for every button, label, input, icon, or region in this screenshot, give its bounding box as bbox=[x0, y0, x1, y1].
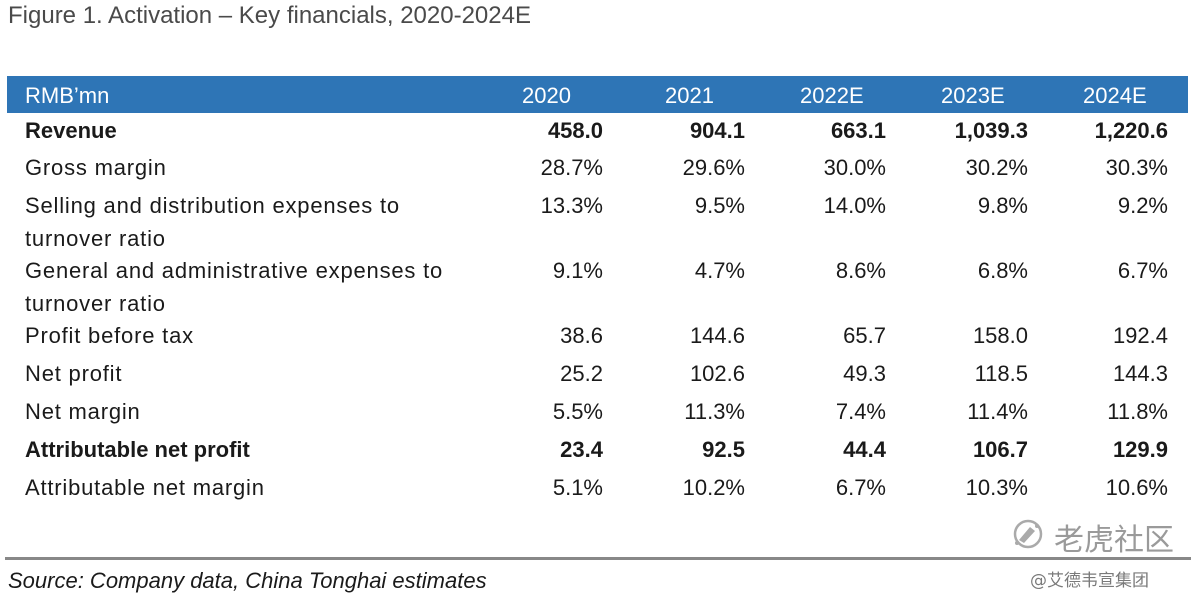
watermark-handle: @艾德韦宣集团 bbox=[1030, 571, 1149, 591]
cell-2021: 9.5% bbox=[694, 193, 745, 218]
column-header-2020: 2020 bbox=[522, 83, 571, 108]
row-label: General and administrative expenses to t… bbox=[25, 258, 444, 316]
cell-2024e: 10.6% bbox=[1105, 475, 1168, 500]
cell-2023e: 11.4% bbox=[967, 399, 1028, 424]
row-label: Gross margin bbox=[25, 155, 167, 180]
cell-2023e: 9.8% bbox=[977, 193, 1028, 218]
cell-2021: 29.6% bbox=[682, 155, 745, 180]
column-header-2023e: 2023E bbox=[941, 83, 1005, 108]
cell-2023e: 1,039.3 bbox=[954, 118, 1028, 143]
cell-2024e: 30.3% bbox=[1105, 155, 1168, 180]
cell-2021: 10.2% bbox=[682, 475, 745, 500]
cell-2022e: 49.3 bbox=[843, 361, 886, 386]
cell-2024e: 129.9 bbox=[1112, 437, 1168, 462]
cell-2020: 23.4 bbox=[560, 437, 603, 462]
cell-2024e: 1,220.6 bbox=[1094, 118, 1168, 143]
cell-2021: 11.3% bbox=[684, 399, 745, 424]
column-header-2022e: 2022E bbox=[800, 83, 864, 108]
cell-2020: 5.1% bbox=[552, 475, 603, 500]
cell-2020: 13.3% bbox=[540, 193, 603, 218]
watermark-brand: 老虎社区 bbox=[1054, 523, 1174, 558]
row-label: Revenue bbox=[25, 118, 117, 143]
cell-2024e: 192.4 bbox=[1112, 323, 1168, 348]
cell-2022e: 8.6% bbox=[835, 258, 886, 283]
source-note: Source: Company data, China Tonghai esti… bbox=[8, 568, 487, 593]
cell-2021: 904.1 bbox=[689, 118, 745, 143]
cell-2022e: 44.4 bbox=[843, 437, 886, 462]
cell-2020: 38.6 bbox=[560, 323, 603, 348]
tiger-logo-icon bbox=[1013, 519, 1043, 549]
cell-2024e: 144.3 bbox=[1112, 361, 1168, 386]
row-label: Selling and distribution expenses to tur… bbox=[25, 193, 400, 251]
cell-2022e: 65.7 bbox=[843, 323, 886, 348]
column-header-2021: 2021 bbox=[665, 83, 714, 108]
row-label: Net profit bbox=[25, 361, 123, 386]
cell-2023e: 30.2% bbox=[965, 155, 1028, 180]
cell-2022e: 6.7% bbox=[835, 475, 886, 500]
cell-2022e: 7.4% bbox=[835, 399, 886, 424]
cell-2021: 4.7% bbox=[694, 258, 745, 283]
row-label: Net margin bbox=[25, 399, 141, 424]
cell-2024e: 9.2% bbox=[1117, 193, 1168, 218]
cell-2023e: 106.7 bbox=[972, 437, 1028, 462]
cell-2023e: 10.3% bbox=[965, 475, 1028, 500]
cell-2021: 102.6 bbox=[689, 361, 745, 386]
cell-2022e: 30.0% bbox=[823, 155, 886, 180]
figure-title: Figure 1. Activation – Key financials, 2… bbox=[8, 2, 531, 29]
cell-2020: 28.7% bbox=[540, 155, 603, 180]
row-label: Profit before tax bbox=[25, 323, 194, 348]
cell-2023e: 158.0 bbox=[972, 323, 1028, 348]
cell-2023e: 6.8% bbox=[977, 258, 1028, 283]
cell-2022e: 14.0% bbox=[823, 193, 886, 218]
cell-2020: 25.2 bbox=[560, 361, 603, 386]
column-header-2024e: 2024E bbox=[1083, 83, 1147, 108]
row-label: Attributable net margin bbox=[25, 475, 265, 500]
bottom-rule bbox=[5, 557, 1191, 560]
unit-label: RMB’mn bbox=[25, 83, 110, 108]
cell-2023e: 118.5 bbox=[974, 361, 1028, 386]
cell-2020: 5.5% bbox=[552, 399, 603, 424]
cell-2024e: 6.7% bbox=[1117, 258, 1168, 283]
cell-2024e: 11.8% bbox=[1107, 399, 1168, 424]
cell-2020: 9.1% bbox=[552, 258, 603, 283]
row-label: Attributable net profit bbox=[25, 437, 250, 462]
cell-2022e: 663.1 bbox=[830, 118, 886, 143]
cell-2021: 144.6 bbox=[689, 323, 745, 348]
cell-2020: 458.0 bbox=[547, 118, 603, 143]
cell-2021: 92.5 bbox=[702, 437, 745, 462]
table-header: RMB’mn 2020 2021 2022E 2023E 2024E bbox=[7, 76, 1188, 113]
